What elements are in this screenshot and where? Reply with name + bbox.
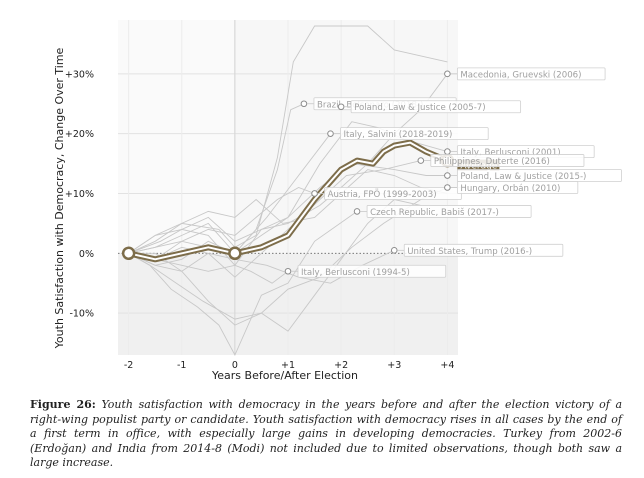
y-tick-label: +30% [65, 69, 94, 80]
x-tick-label: +2 [334, 360, 348, 371]
figure-caption: Figure 26: Youth satisfaction with democ… [30, 398, 622, 471]
country-point [417, 157, 425, 164]
country-point [337, 103, 345, 111]
country-label: Italy, Berlusconi (1994-5) [301, 268, 410, 278]
y-tick-label: +20% [65, 129, 94, 140]
x-tick-label: +4 [440, 360, 454, 371]
country-label-box [350, 100, 522, 114]
country-label: United States, Trump (2016-) [407, 247, 532, 257]
country-point [311, 190, 318, 197]
country-line [128, 187, 315, 254]
country-label: Poland, Law & Justice (2015-) [460, 172, 586, 182]
country-point [327, 130, 334, 137]
country-point [284, 267, 292, 275]
country-label-box [456, 181, 579, 194]
country-label: Czech Republic, Babiš (2017-) [370, 207, 499, 218]
country-label: Italy, Berlusconi (2001) [460, 148, 560, 158]
country-line [128, 163, 448, 254]
country-point [444, 172, 451, 179]
country-label: Hungary, Orbán (2010) [460, 184, 560, 194]
caption-text: Youth satisfaction with democracy in the… [30, 398, 622, 469]
country-label: Italy, Salvini (2018-2019) [344, 130, 453, 140]
x-tick-label: -1 [177, 360, 186, 371]
country-label-box [366, 205, 532, 218]
x-axis-label: Years Before/After Election [211, 369, 358, 382]
country-label-box [430, 154, 585, 167]
average-point [228, 246, 242, 261]
country-point [353, 208, 361, 215]
x-tick-label: -2 [124, 360, 133, 371]
country-point [390, 247, 398, 254]
caption-label: Figure 26: [30, 398, 96, 411]
country-point [444, 70, 451, 78]
x-tick-label: +1 [281, 360, 295, 371]
country-labels: Macedonia, Gruevski (2006)Brazil, Bolson… [284, 67, 622, 278]
country-point [444, 184, 451, 191]
chart: Average Macedonia, Gruevski (2006)Brazil… [53, 20, 622, 382]
pre-election-region [118, 20, 235, 254]
y-tick-label: 0% [79, 249, 94, 260]
country-point [300, 100, 308, 108]
country-label-box [403, 243, 564, 257]
country-label: Philippines, Duterte (2016) [434, 157, 550, 167]
country-label-box [456, 67, 606, 81]
country-line [128, 187, 448, 326]
country-label: Macedonia, Gruevski (2006) [460, 70, 581, 80]
country-line [128, 199, 421, 332]
country-point [444, 148, 451, 155]
x-tick-label: 0 [232, 360, 238, 371]
country-line [128, 160, 421, 278]
average-line-inner [127, 141, 449, 261]
country-line [128, 211, 358, 357]
country-label: Poland, Law & Justice (2005-7) [354, 103, 486, 113]
y-axis-label: Youth Satisfaction with Democracy, Chang… [53, 47, 66, 349]
x-tick-label: +3 [387, 360, 401, 371]
average-point [121, 246, 136, 261]
country-label-box [297, 264, 447, 278]
country-label-box [340, 127, 489, 141]
y-tick-label: -10% [69, 309, 94, 320]
country-label: Austria, FPÖ (1999-2003) [328, 189, 437, 200]
country-line [128, 169, 448, 254]
axes: -10% 0% +10% +20% +30% -2 -1 0 +1 +2 +3 +4 [65, 69, 454, 371]
y-tick-label: +10% [65, 189, 94, 200]
